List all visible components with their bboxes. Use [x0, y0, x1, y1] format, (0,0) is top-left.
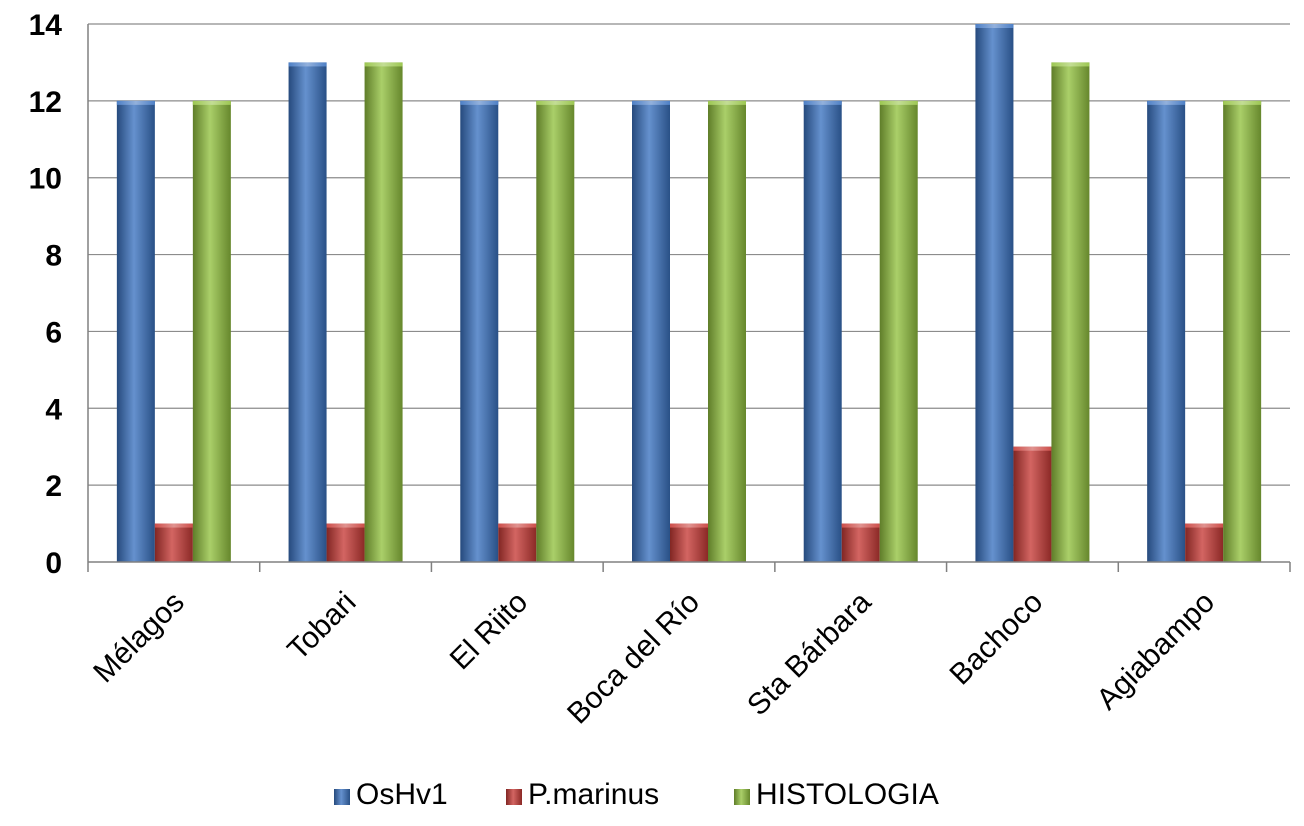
bar-top-highlight [879, 100, 918, 105]
bar-top-highlight [460, 100, 499, 105]
y-tick-label: 6 [45, 316, 62, 349]
y-tick-label: 12 [29, 86, 62, 119]
bar-p-marinus [670, 523, 708, 562]
bar-oshv1 [460, 100, 499, 562]
bar-p-marinus [1185, 523, 1224, 562]
bar-histologia [708, 100, 746, 562]
bar-histologia [1223, 100, 1262, 562]
bar-top-highlight [841, 523, 880, 528]
bar-histologia [364, 62, 403, 563]
bar-oshv1 [288, 62, 327, 563]
y-tick-label: 0 [45, 547, 62, 580]
bar-top-highlight [1013, 446, 1052, 451]
x-tick-labels: Mélagos Tobari El Riito Boca del Río Sta Bár… [87, 585, 1221, 730]
bar-top-highlight [632, 100, 670, 105]
bar-top-highlight [498, 523, 537, 528]
bar-oshv1 [803, 100, 842, 562]
bar-top-highlight [326, 523, 365, 528]
bar-top-highlight [1223, 100, 1262, 105]
bar-top-highlight [364, 62, 403, 67]
bar-histologia [192, 100, 231, 562]
bar-top-highlight [1051, 62, 1090, 67]
y-tick-labels: 0 2 4 6 8 10 12 14 [29, 9, 63, 580]
bar-top-highlight [288, 62, 327, 67]
x-tick-label: Tobari [281, 586, 362, 667]
bar-histologia [1051, 62, 1090, 563]
bar-histologia [879, 100, 918, 562]
x-tick-label: Sta Bárbara [741, 585, 878, 722]
bar-top-highlight [708, 100, 746, 105]
bar-p-marinus [841, 523, 880, 562]
y-tick-label: 4 [45, 393, 62, 426]
gridlines [88, 23, 1290, 486]
y-tick-label: 2 [45, 470, 62, 503]
x-tick-label: Mélagos [87, 586, 191, 690]
legend-label: P.marinus [528, 778, 659, 811]
legend: OsHv1 P.marinus HISTOLOGIA [334, 778, 939, 811]
bar-p-marinus [326, 523, 365, 562]
bar-top-highlight [154, 523, 193, 528]
axes [87, 24, 1291, 572]
x-tick-label: Boca del Río [561, 586, 706, 731]
bar-top-highlight [670, 523, 708, 528]
legend-label: OsHv1 [356, 778, 448, 811]
bar-top-highlight [1185, 523, 1224, 528]
legend-swatch [734, 789, 750, 805]
x-tick-label: Bachoco [943, 586, 1049, 692]
bar-top-highlight [192, 100, 231, 105]
bar-p-marinus [1013, 446, 1052, 562]
bar-oshv1 [1147, 100, 1186, 562]
x-tick-label: El Riito [444, 586, 535, 677]
bars [116, 24, 1262, 563]
bar-p-marinus [154, 523, 193, 562]
bar-histologia [536, 100, 575, 562]
bar-top-highlight [536, 100, 575, 105]
legend-label: HISTOLOGIA [756, 778, 939, 811]
y-tick-label: 8 [45, 240, 62, 273]
y-tick-label: 10 [29, 163, 62, 196]
bar-oshv1 [116, 100, 155, 562]
bar-oshv1 [975, 24, 1014, 562]
bar-top-highlight [803, 100, 842, 105]
bar-p-marinus [498, 523, 537, 562]
bar-top-highlight [116, 100, 155, 105]
bar-top-highlight [975, 24, 1014, 28]
x-tick-label: Agiabampo [1090, 586, 1221, 717]
legend-swatch [334, 789, 350, 805]
legend-swatch [506, 789, 522, 805]
y-tick-label: 14 [29, 9, 63, 42]
bar-oshv1 [632, 100, 670, 562]
bar-top-highlight [1147, 100, 1186, 105]
